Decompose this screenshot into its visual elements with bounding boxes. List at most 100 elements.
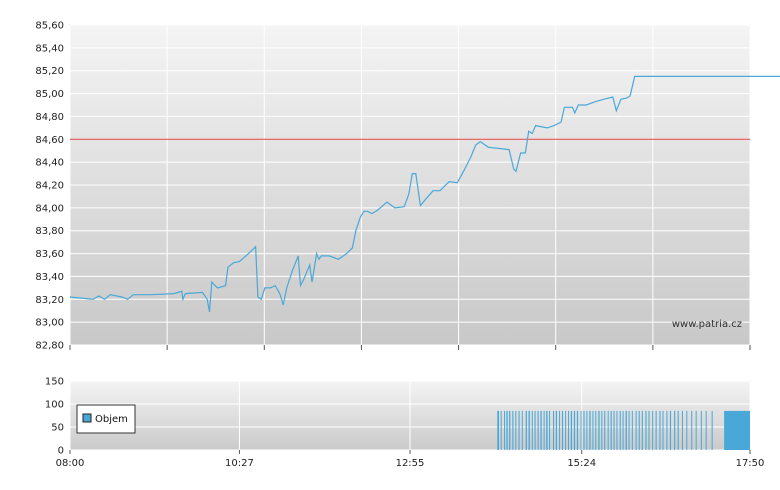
volume-bar	[607, 410, 609, 450]
volume-bar	[509, 410, 511, 450]
volume-bar	[652, 410, 654, 450]
volume-bar	[561, 410, 564, 450]
volume-bar	[504, 410, 506, 450]
volume-bar	[506, 410, 508, 450]
volume-bar	[528, 410, 530, 450]
volume-bar	[559, 410, 561, 450]
volume-bar	[711, 410, 713, 450]
price-y-tick-label: 82,80	[35, 341, 64, 352]
volume-bar	[674, 410, 676, 450]
price-y-tick-label: 83,40	[35, 272, 64, 283]
volume-bar	[595, 410, 597, 450]
volume-y-tick-label: 50	[51, 423, 64, 434]
volume-bar	[662, 410, 664, 450]
volume-bar	[604, 410, 606, 450]
volume-bar	[691, 410, 693, 450]
volume-bar	[521, 410, 523, 450]
price-series-line	[69, 75, 780, 313]
volume-bar	[648, 410, 650, 450]
x-tick-label: 08:00	[56, 458, 85, 469]
x-tick-label: 17:50	[736, 458, 765, 469]
volume-bar	[565, 410, 567, 450]
volume-bar	[669, 410, 672, 450]
volume-bar	[525, 410, 527, 450]
volume-bar	[586, 410, 588, 450]
x-tick-label: 15:24	[567, 458, 596, 469]
volume-y-tick-label: 100	[45, 400, 64, 411]
price-y-ticks: 85,60 85,40 85,20 85,00 84,80 84,60 84,40 84,20…	[35, 21, 64, 352]
volume-bar	[553, 410, 555, 450]
volume-bar	[592, 410, 594, 450]
x-tick-label: 10:27	[225, 458, 254, 469]
volume-bar	[583, 410, 585, 450]
volume-bar	[512, 410, 514, 450]
watermark-text: www.patria.cz	[672, 319, 742, 330]
price-y-tick-label: 83,00	[35, 318, 64, 329]
volume-bar	[515, 410, 517, 450]
volume-bar	[576, 410, 579, 450]
x-axis: 08:00 10:27 12:55 15:24 17:50	[56, 450, 765, 469]
volume-bar	[570, 410, 573, 450]
price-y-tick-label: 83,80	[35, 226, 64, 237]
volume-bar	[534, 410, 536, 450]
volume-panel: 150 100 50 0 Objem	[45, 377, 751, 457]
volume-bar	[531, 410, 533, 450]
price-y-tick-label: 85,60	[35, 21, 64, 32]
volume-bars	[497, 410, 750, 450]
volume-bar	[610, 410, 612, 450]
volume-bar	[666, 410, 668, 450]
price-y-tick-label: 85,40	[35, 43, 64, 54]
volume-bar	[686, 410, 688, 450]
legend-swatch	[82, 413, 92, 423]
volume-bar	[546, 410, 548, 450]
volume-bar	[681, 410, 683, 450]
volume-bar	[695, 410, 697, 450]
volume-y-tick-label: 150	[45, 377, 64, 388]
price-y-tick-label: 85,20	[35, 66, 64, 77]
volume-bar	[540, 410, 542, 450]
volume-bar	[601, 410, 603, 450]
legend-label: Objem	[95, 414, 128, 425]
legend-box	[76, 404, 136, 434]
volume-bar	[497, 410, 500, 450]
volume-bar	[555, 410, 558, 450]
volume-y-ticks: 150 100 50 0	[45, 377, 64, 457]
price-y-tick-label: 84,60	[35, 135, 64, 146]
volume-legend: Objem	[76, 404, 136, 434]
volume-bar	[677, 410, 679, 450]
volume-bar	[543, 410, 545, 450]
volume-bar	[518, 410, 520, 450]
volume-bar	[568, 410, 570, 450]
price-y-tick-label: 84,80	[35, 112, 64, 123]
volume-bar	[573, 410, 576, 450]
price-y-tick-label: 84,40	[35, 158, 64, 169]
volume-bar	[645, 410, 647, 450]
volume-bar	[589, 410, 591, 450]
price-y-tick-label: 83,20	[35, 295, 64, 306]
price-y-tick-label: 83,60	[35, 249, 64, 260]
volume-y-tick-label: 0	[58, 446, 64, 457]
volume-bar	[631, 410, 633, 450]
volume-bar	[628, 410, 630, 450]
price-y-tick-label: 84,00	[35, 203, 64, 214]
volume-bar	[641, 410, 643, 450]
volume-bar	[700, 410, 702, 450]
volume-bar	[500, 410, 502, 450]
volume-bar	[619, 410, 621, 450]
volume-bar	[638, 410, 640, 450]
volume-bar	[655, 410, 657, 450]
volume-bar	[622, 410, 624, 450]
volume-bar	[625, 410, 627, 450]
volume-bar	[537, 410, 539, 450]
volume-bar	[598, 410, 600, 450]
volume-bar	[580, 410, 582, 450]
price-y-tick-label: 84,20	[35, 181, 64, 192]
volume-bar	[724, 410, 750, 450]
volume-bar	[549, 410, 551, 450]
volume-bar	[705, 410, 707, 450]
volume-bar	[616, 410, 618, 450]
volume-bar	[613, 410, 615, 450]
volume-bar	[659, 410, 661, 450]
x-tick-label: 12:55	[396, 458, 425, 469]
